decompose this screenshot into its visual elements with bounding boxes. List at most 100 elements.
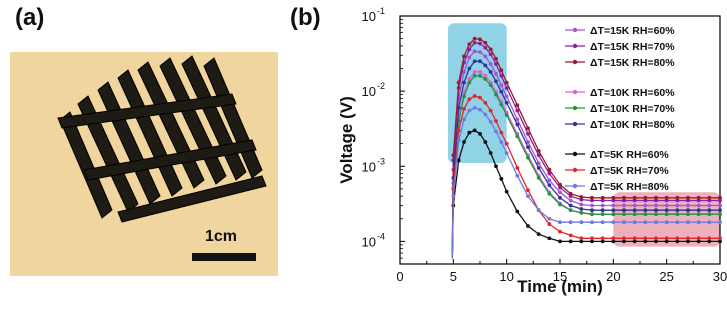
legend-marker bbox=[572, 59, 578, 65]
series-9-point bbox=[579, 220, 584, 225]
series-7-point bbox=[504, 189, 509, 194]
series-9-point bbox=[558, 220, 562, 225]
series-1-point bbox=[579, 202, 584, 207]
series-8-point bbox=[467, 97, 472, 102]
y-tick-label: 10 bbox=[362, 9, 376, 24]
series-5-point bbox=[478, 73, 482, 78]
series-6-point bbox=[654, 208, 658, 213]
series-9-point bbox=[643, 220, 648, 225]
series-8-point bbox=[478, 95, 482, 100]
series-8-point bbox=[675, 236, 680, 241]
series-1-point bbox=[494, 71, 498, 76]
series-7-point bbox=[718, 239, 722, 244]
series-9-point bbox=[504, 151, 509, 155]
series-1-point bbox=[664, 203, 669, 208]
series-9-point bbox=[483, 112, 488, 117]
series-2-point bbox=[478, 41, 482, 46]
series-layer bbox=[451, 36, 722, 259]
series-7-point bbox=[515, 209, 520, 214]
series-5-point bbox=[547, 191, 552, 196]
series-5-point bbox=[654, 212, 658, 217]
x-tick-label: 15 bbox=[553, 269, 567, 284]
series-9-point bbox=[494, 129, 498, 134]
series-6-point bbox=[536, 166, 541, 170]
series-5-point bbox=[696, 212, 701, 217]
y-tick-label: 10 bbox=[362, 84, 376, 99]
series-6-point bbox=[488, 70, 493, 74]
legend-marker bbox=[572, 167, 578, 173]
series-5-point bbox=[707, 212, 712, 217]
series-7-point bbox=[707, 239, 712, 244]
series-8-point bbox=[472, 94, 477, 98]
series-3-point bbox=[664, 195, 669, 200]
series-7-point bbox=[472, 128, 477, 133]
series-6-point bbox=[467, 66, 472, 71]
series-7-point bbox=[526, 224, 530, 228]
series-3-point bbox=[478, 37, 482, 42]
x-tick-label: 0 bbox=[396, 269, 403, 284]
series-7-point bbox=[536, 232, 541, 237]
series-1-point bbox=[467, 55, 472, 60]
series-2-point bbox=[643, 198, 648, 203]
series-1-point bbox=[718, 203, 722, 208]
series-8-point bbox=[707, 236, 712, 241]
series-7-point bbox=[558, 239, 562, 244]
series-3-point bbox=[686, 195, 690, 200]
series-1-point bbox=[707, 203, 712, 208]
series-3-point bbox=[558, 182, 562, 187]
series-7-point bbox=[696, 239, 701, 244]
series-2-point bbox=[483, 45, 488, 50]
series-2-point bbox=[696, 198, 701, 203]
x-tick-label: 20 bbox=[606, 269, 620, 284]
series-9-point bbox=[590, 220, 594, 225]
legend-label: ΔT=5K RH=70% bbox=[590, 165, 669, 177]
series-6-point bbox=[494, 79, 498, 84]
series-9-point bbox=[611, 220, 616, 225]
series-3-point bbox=[579, 195, 584, 199]
legend-label: ΔT=10K RH=80% bbox=[590, 119, 675, 131]
y-tick-exponent: -4 bbox=[377, 231, 385, 241]
series-7-point bbox=[462, 140, 466, 144]
series-5-point bbox=[686, 212, 690, 217]
series-6-point bbox=[568, 203, 573, 208]
series-5-point bbox=[664, 212, 669, 217]
legend-marker bbox=[572, 151, 578, 157]
legend-marker bbox=[572, 183, 578, 189]
scale-bar-label: 1cm bbox=[205, 228, 238, 245]
series-4-point bbox=[472, 70, 477, 74]
series-4-point bbox=[478, 70, 482, 74]
series-1-point bbox=[504, 94, 509, 99]
series-3-point bbox=[494, 56, 498, 61]
legend-label: ΔT=10K RH=70% bbox=[590, 103, 675, 115]
series-5-point bbox=[467, 80, 472, 85]
series-1-point bbox=[611, 203, 616, 208]
series-1-point bbox=[590, 203, 594, 208]
series-3-point bbox=[467, 42, 472, 47]
series-5-point bbox=[558, 202, 562, 207]
series-9-point bbox=[478, 107, 482, 112]
series-2-point bbox=[472, 40, 477, 45]
series-1-point bbox=[686, 203, 690, 208]
series-3-point bbox=[472, 36, 477, 41]
series-8-point bbox=[568, 233, 573, 238]
series-7-point bbox=[456, 158, 461, 163]
series-2-point bbox=[686, 198, 690, 203]
series-9-point bbox=[664, 220, 669, 225]
series-9-point bbox=[467, 108, 472, 113]
series-3-point bbox=[643, 195, 648, 200]
series-8-point bbox=[558, 229, 562, 234]
series-2-point bbox=[494, 62, 498, 66]
series-5-point bbox=[590, 212, 594, 217]
series-2-point bbox=[675, 198, 680, 203]
series-6-point bbox=[600, 208, 605, 213]
series-7-point bbox=[478, 131, 482, 136]
series-3-point bbox=[536, 149, 541, 153]
series-8-point bbox=[462, 107, 466, 111]
series-1-point bbox=[515, 117, 520, 122]
series-6-point bbox=[515, 122, 520, 127]
series-6-point bbox=[547, 183, 552, 188]
series-6-point bbox=[611, 208, 616, 213]
series-9-point bbox=[547, 216, 552, 221]
series-3-point bbox=[675, 195, 680, 200]
series-9-point bbox=[600, 220, 605, 225]
